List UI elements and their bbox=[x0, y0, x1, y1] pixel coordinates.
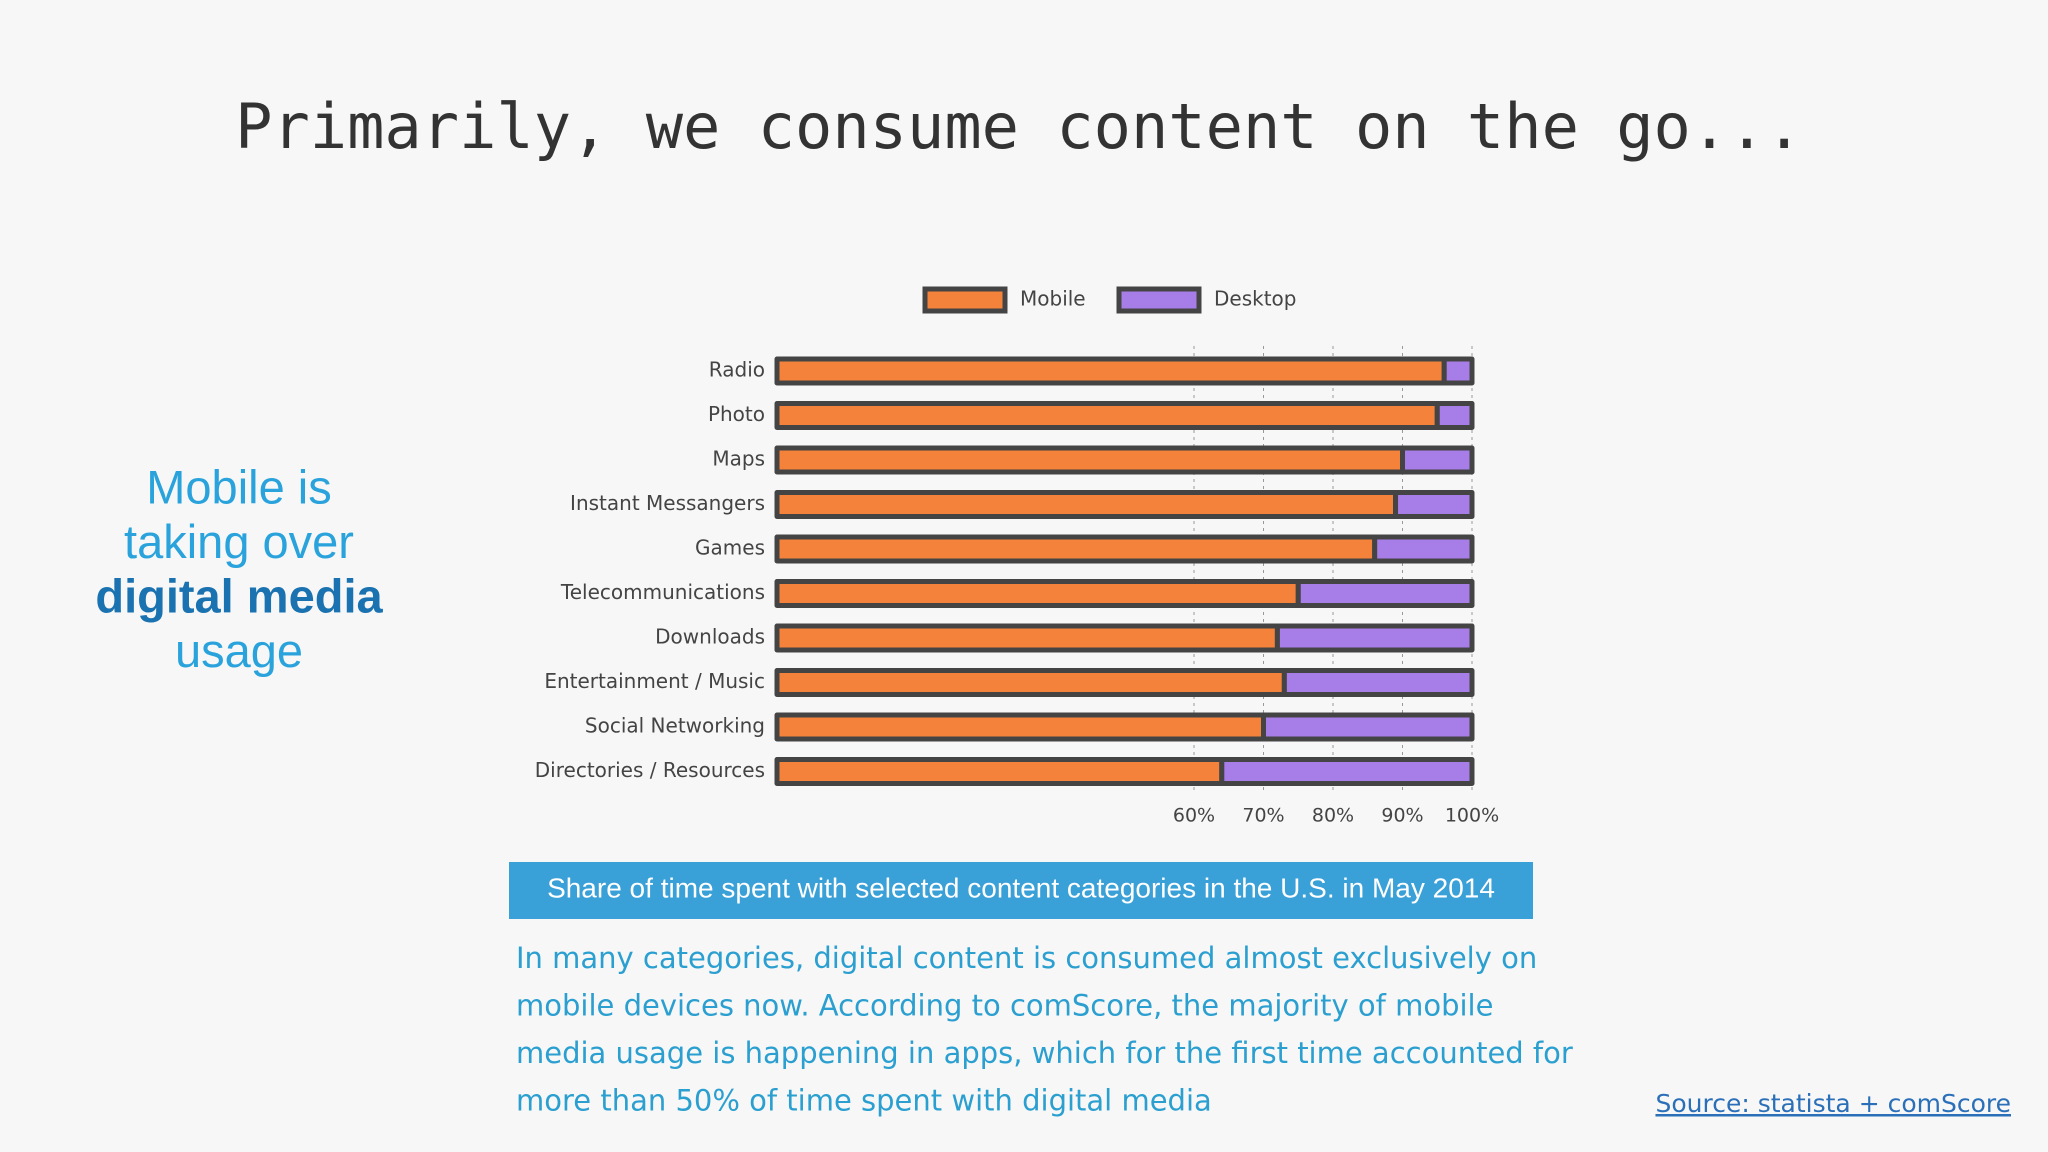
side-text: usage bbox=[175, 624, 303, 677]
bar-segment bbox=[774, 445, 1405, 475]
bar-segment bbox=[1281, 668, 1475, 697]
legend-swatch bbox=[922, 286, 1008, 314]
bar-segment bbox=[1219, 757, 1475, 786]
bar-segment bbox=[774, 623, 1280, 653]
y-tick-label: Telecommunications bbox=[560, 580, 765, 604]
slide-title: Primarily, we consume content on the go.… bbox=[235, 90, 1803, 163]
y-tick-label: Entertainment / Music bbox=[544, 669, 765, 693]
bar-segment bbox=[1295, 579, 1475, 608]
bar-segment bbox=[1261, 712, 1475, 742]
x-tick-label: 90% bbox=[1381, 805, 1423, 827]
bar-segment bbox=[1274, 623, 1475, 653]
x-tick-label: 70% bbox=[1242, 805, 1284, 827]
y-tick-label: Social Networking bbox=[585, 714, 765, 738]
bar-segment bbox=[1434, 401, 1475, 430]
x-tick-label: 80% bbox=[1312, 805, 1354, 827]
bar-segment bbox=[1372, 534, 1475, 564]
y-tick-label: Photo bbox=[708, 402, 765, 426]
x-tick-label: 60% bbox=[1173, 805, 1215, 827]
y-tick-label: Downloads bbox=[655, 625, 765, 649]
bar-segment bbox=[774, 712, 1266, 742]
caption-banner bbox=[509, 862, 1533, 919]
bar-segment bbox=[774, 534, 1378, 564]
bar-segment bbox=[774, 668, 1287, 697]
legend-label: Mobile bbox=[1020, 287, 1086, 311]
bar-segment bbox=[1400, 445, 1475, 475]
body-text: mobile devices now. According to comScor… bbox=[516, 989, 1493, 1023]
y-tick-label: Radio bbox=[709, 358, 765, 382]
x-tick-label: 100% bbox=[1445, 805, 1499, 827]
body-text: In many categories, digital content is c… bbox=[516, 941, 1537, 975]
body-text: media usage is happening in apps, which … bbox=[516, 1036, 1573, 1070]
source-link[interactable]: Source: statista + comScore bbox=[1655, 1089, 2011, 1118]
bar-segment bbox=[1441, 356, 1475, 386]
bar-segment bbox=[774, 579, 1301, 608]
y-tick-label: Directories / Resources bbox=[535, 758, 765, 782]
bar-segment bbox=[774, 356, 1447, 386]
bar-segment bbox=[774, 490, 1399, 519]
bar-segment bbox=[774, 757, 1225, 786]
legend-swatch bbox=[1116, 286, 1202, 314]
y-tick-label: Instant Messangers bbox=[570, 491, 765, 515]
y-tick-label: Maps bbox=[712, 447, 765, 471]
bar-segment bbox=[774, 401, 1440, 430]
bar-segment bbox=[1393, 490, 1475, 519]
side-text: Mobile is bbox=[146, 460, 331, 513]
side-text: digital media bbox=[95, 569, 383, 622]
caption: Share of time spent with selected conten… bbox=[547, 872, 1495, 903]
y-tick-label: Games bbox=[695, 536, 765, 560]
side-text: taking over bbox=[124, 515, 354, 568]
legend-label: Desktop bbox=[1214, 287, 1296, 311]
body-text: more than 50% of time spent with digital… bbox=[516, 1084, 1212, 1118]
